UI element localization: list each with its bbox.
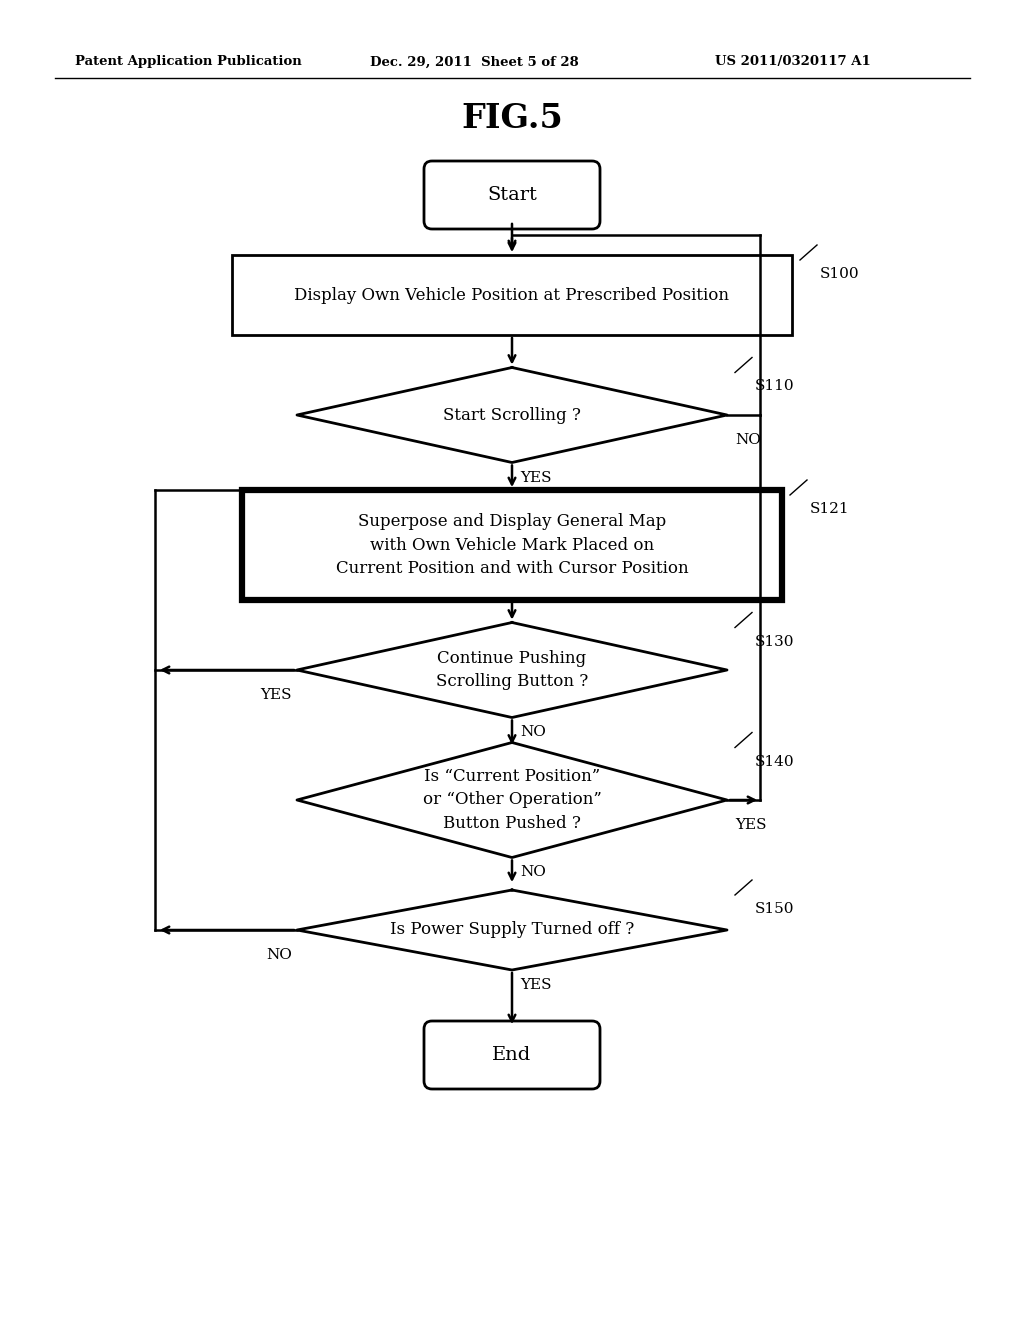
- Text: YES: YES: [735, 818, 767, 832]
- Text: Dec. 29, 2011  Sheet 5 of 28: Dec. 29, 2011 Sheet 5 of 28: [370, 55, 579, 69]
- FancyBboxPatch shape: [424, 161, 600, 228]
- FancyBboxPatch shape: [424, 1020, 600, 1089]
- Text: Start Scrolling ?: Start Scrolling ?: [443, 407, 581, 424]
- Text: YES: YES: [260, 688, 292, 702]
- Text: YES: YES: [520, 470, 552, 484]
- Text: Is Power Supply Turned off ?: Is Power Supply Turned off ?: [390, 921, 634, 939]
- Text: Display Own Vehicle Position at Prescribed Position: Display Own Vehicle Position at Prescrib…: [295, 286, 729, 304]
- Polygon shape: [297, 623, 727, 718]
- Text: Continue Pushing
Scrolling Button ?: Continue Pushing Scrolling Button ?: [436, 649, 588, 690]
- Text: S140: S140: [755, 755, 795, 768]
- Polygon shape: [297, 367, 727, 462]
- Text: S100: S100: [820, 267, 859, 281]
- Text: S150: S150: [755, 902, 795, 916]
- Text: Start: Start: [487, 186, 537, 205]
- Polygon shape: [297, 890, 727, 970]
- Text: Patent Application Publication: Patent Application Publication: [75, 55, 302, 69]
- Text: NO: NO: [520, 726, 546, 739]
- Text: Superpose and Display General Map
with Own Vehicle Mark Placed on
Current Positi: Superpose and Display General Map with O…: [336, 513, 688, 577]
- Bar: [242, 490, 782, 601]
- Bar: [232, 255, 792, 335]
- Text: S121: S121: [810, 502, 850, 516]
- Text: NO: NO: [266, 948, 292, 962]
- Text: Is “Current Position”
or “Other Operation”
Button Pushed ?: Is “Current Position” or “Other Operatio…: [423, 768, 601, 832]
- Text: NO: NO: [735, 433, 761, 447]
- Polygon shape: [297, 742, 727, 858]
- Text: End: End: [493, 1045, 531, 1064]
- Text: US 2011/0320117 A1: US 2011/0320117 A1: [715, 55, 870, 69]
- Text: S130: S130: [755, 635, 795, 648]
- Text: S110: S110: [755, 380, 795, 393]
- Text: NO: NO: [520, 866, 546, 879]
- Text: FIG.5: FIG.5: [461, 102, 563, 135]
- Text: YES: YES: [520, 978, 552, 993]
